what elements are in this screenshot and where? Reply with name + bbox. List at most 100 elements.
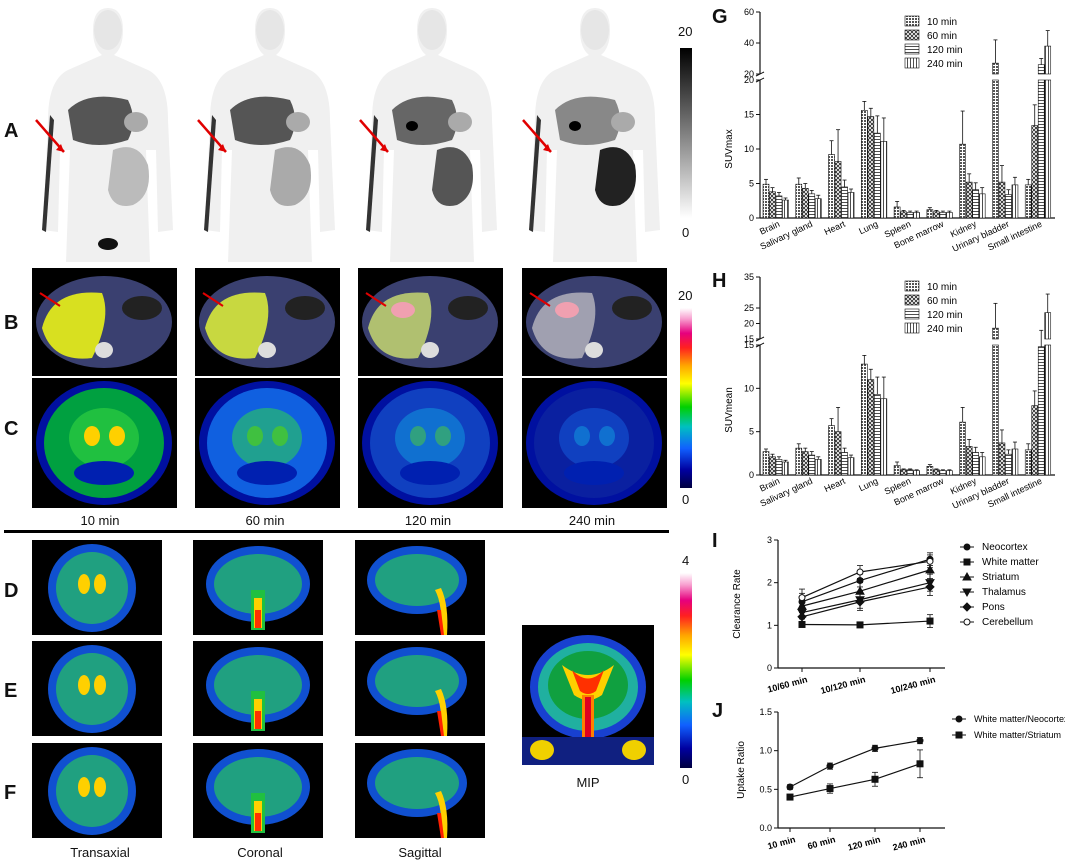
bar bbox=[775, 459, 783, 476]
bar bbox=[992, 62, 999, 75]
bar bbox=[933, 469, 940, 476]
bar bbox=[946, 470, 953, 476]
legend-label: 120 min bbox=[927, 45, 963, 56]
ytick: 3 bbox=[767, 535, 772, 545]
brain-axial-0 bbox=[32, 378, 177, 508]
ytick: 2 bbox=[767, 578, 772, 588]
ytick-low: 5 bbox=[749, 427, 754, 437]
ytick-low: 5 bbox=[749, 179, 754, 189]
panel-j-label: J bbox=[712, 700, 724, 722]
ytick-low: 20 bbox=[744, 75, 754, 85]
view-label-coronal: Coronal bbox=[237, 845, 283, 860]
point bbox=[855, 597, 865, 607]
bar bbox=[900, 211, 907, 219]
ytick-low: 15 bbox=[744, 340, 754, 350]
category-label: 240 min bbox=[892, 834, 927, 852]
ytick-high: 40 bbox=[744, 38, 754, 48]
legend-swatch bbox=[904, 43, 920, 55]
point bbox=[786, 783, 794, 791]
point bbox=[856, 621, 864, 629]
point bbox=[963, 618, 971, 626]
bar bbox=[998, 181, 1006, 219]
brain-axial-3 bbox=[522, 378, 667, 508]
ytick-low: 0 bbox=[749, 213, 754, 223]
bar bbox=[801, 451, 809, 476]
bar bbox=[1024, 449, 1032, 476]
category-label: Heart bbox=[823, 219, 848, 238]
series-line bbox=[789, 740, 921, 788]
legend-label: White matter bbox=[982, 557, 1039, 568]
brain-view-0-1 bbox=[193, 540, 323, 635]
bar bbox=[1044, 344, 1052, 476]
chart-j-uptake: 0.0 0.5 1.0 1.5 Uptake Ratio 10 min 60 min 120 … bbox=[736, 707, 1065, 853]
view-label-transaxial: Transaxial bbox=[70, 845, 130, 860]
legend-label: Thalamus bbox=[982, 587, 1026, 598]
legend-label: White matter/Neocortex bbox=[974, 714, 1065, 724]
bar bbox=[933, 211, 940, 219]
legend-label: 10 min bbox=[927, 17, 957, 28]
bar bbox=[998, 442, 1006, 476]
bar bbox=[769, 191, 776, 219]
ytick-high: 60 bbox=[744, 7, 754, 17]
bar bbox=[926, 209, 934, 219]
legend-label: White matter/Striatum bbox=[974, 730, 1061, 740]
legend-label: 60 min bbox=[927, 31, 957, 42]
bar bbox=[1037, 79, 1045, 219]
legend-label: 120 min bbox=[927, 310, 963, 321]
point bbox=[826, 785, 834, 793]
colorbar-a-max: 20 bbox=[678, 24, 693, 39]
series-line bbox=[801, 620, 931, 626]
bar bbox=[867, 116, 875, 219]
bar bbox=[867, 379, 875, 476]
point bbox=[916, 760, 924, 768]
ytick-high: 35 bbox=[744, 272, 754, 282]
bar bbox=[926, 466, 934, 476]
panel-h-label: H bbox=[712, 270, 727, 292]
bar bbox=[978, 193, 986, 219]
bar bbox=[834, 161, 842, 219]
category-label: Heart bbox=[823, 476, 848, 495]
bar bbox=[965, 446, 973, 476]
ytick: 0.0 bbox=[759, 823, 772, 833]
brain-view-2-2 bbox=[355, 743, 485, 838]
category-label: 60 min bbox=[806, 834, 836, 851]
legend-swatch bbox=[904, 294, 920, 306]
point bbox=[925, 582, 935, 592]
series-line bbox=[801, 586, 931, 618]
chart-i-clearance: 0 1 2 3 Clearance Rate 10/60 min 10/120 min 10/… bbox=[732, 535, 1039, 696]
legend-label: Cerebellum bbox=[982, 617, 1033, 628]
whole-body-mip-3 bbox=[515, 0, 675, 262]
point bbox=[797, 612, 807, 622]
legend-label: Striatum bbox=[982, 572, 1019, 583]
bar bbox=[1044, 79, 1052, 219]
bar bbox=[1044, 45, 1052, 75]
ct-fused-2 bbox=[358, 268, 503, 376]
bar bbox=[1005, 194, 1012, 219]
series-line bbox=[801, 560, 931, 599]
panel-d-label: D bbox=[4, 580, 19, 602]
ytick-low: 10 bbox=[744, 144, 754, 154]
colorbar-bc-min: 0 bbox=[682, 492, 690, 507]
brain-view-1-2 bbox=[355, 641, 485, 736]
y-axis-label: SUVmax bbox=[724, 129, 735, 168]
bar bbox=[939, 212, 947, 219]
point bbox=[798, 594, 806, 602]
legend-swatch bbox=[904, 322, 920, 334]
series-line bbox=[789, 763, 921, 798]
divider-line bbox=[4, 530, 669, 533]
bar bbox=[1044, 312, 1052, 340]
bar bbox=[959, 143, 966, 219]
view-label-sagittal: Sagittal bbox=[398, 845, 442, 860]
brain-view-2-0 bbox=[32, 743, 162, 838]
bar bbox=[769, 456, 776, 476]
panel-e-label: E bbox=[4, 680, 18, 702]
ytick: 0 bbox=[767, 663, 772, 673]
panel-a-label: A bbox=[4, 120, 19, 142]
point bbox=[826, 762, 834, 770]
ytick: 1.0 bbox=[759, 746, 772, 756]
legend-swatch bbox=[904, 15, 920, 27]
bar bbox=[795, 447, 803, 476]
brain-view-1-1 bbox=[193, 641, 323, 736]
bar bbox=[874, 132, 881, 219]
